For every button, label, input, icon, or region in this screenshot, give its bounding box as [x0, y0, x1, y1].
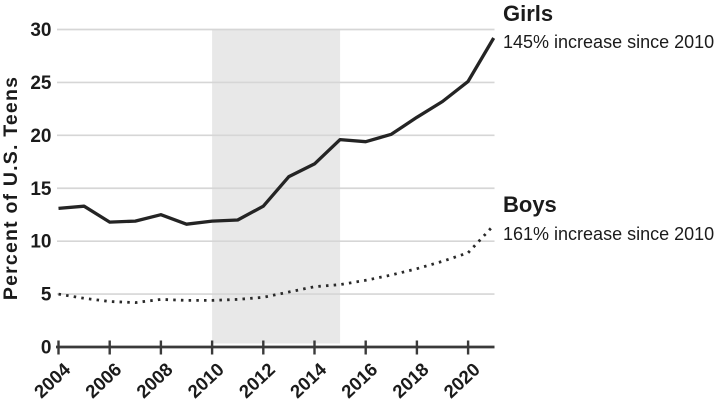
- y-tick-label: 0: [41, 338, 52, 359]
- y-tick-label: 5: [41, 285, 52, 306]
- girls-annotation: 145% increase since 2010: [503, 32, 714, 52]
- x-tick-label: 2016: [337, 359, 381, 402]
- x-tick-label: 2018: [388, 359, 432, 402]
- y-tick-label: 30: [30, 20, 51, 41]
- x-tick-label: 2010: [183, 359, 227, 402]
- x-tick-label: 2020: [439, 359, 483, 402]
- girls-series-label: Girls: [503, 1, 553, 26]
- x-tick-label: 2004: [30, 358, 75, 402]
- boys-annotation: 161% increase since 2010: [503, 224, 714, 244]
- highlight-band-2010-2015: [212, 29, 341, 344]
- boys-series-label: Boys: [503, 192, 557, 217]
- y-tick-label: 20: [30, 126, 51, 147]
- x-tick-label: 2006: [81, 359, 125, 402]
- y-tick-label: 25: [30, 73, 52, 94]
- y-tick-label: 10: [30, 232, 51, 253]
- y-tick-label: 15: [30, 179, 52, 200]
- girls-line: [58, 37, 496, 226]
- y-axis-title: Percent of U.S. Teens: [0, 76, 22, 300]
- x-tick-label: 2012: [235, 359, 279, 402]
- x-tick-label: 2014: [286, 358, 331, 402]
- x-tick-label: 2008: [132, 359, 176, 402]
